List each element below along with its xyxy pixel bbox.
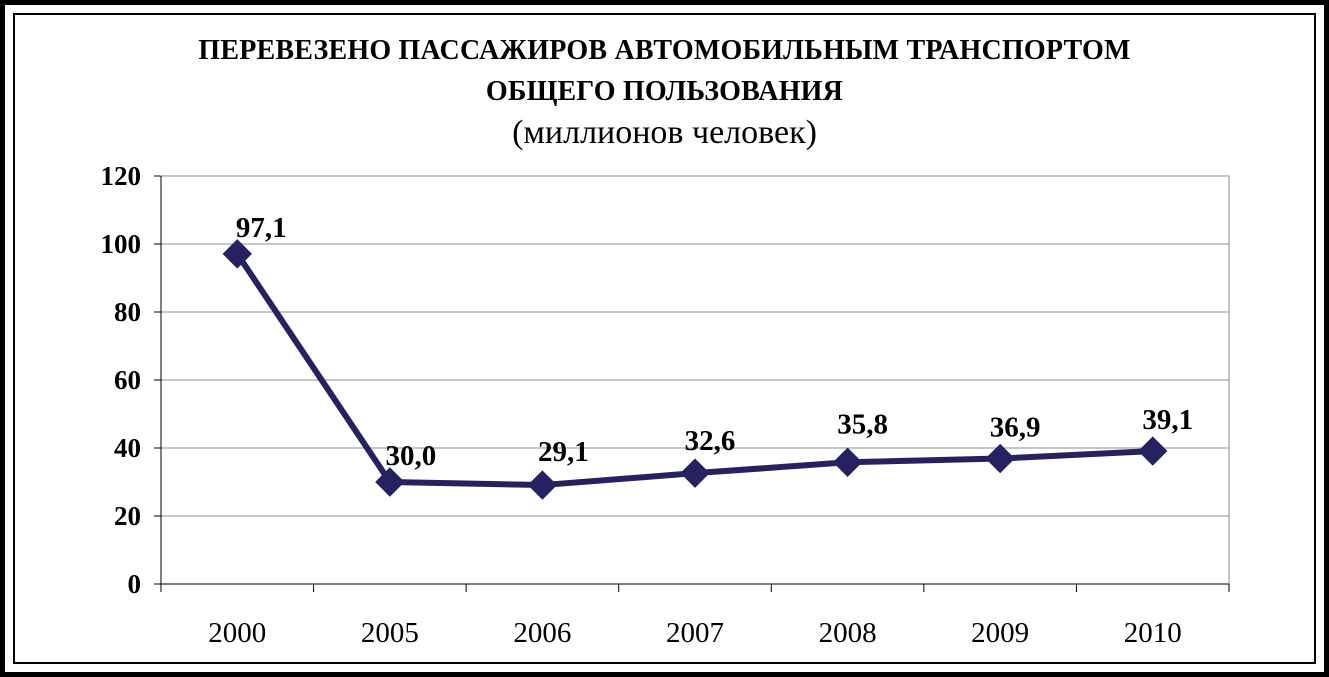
y-tick-label: 0 — [128, 569, 142, 599]
data-point-marker — [527, 470, 558, 500]
data-point-marker — [375, 467, 405, 497]
x-tick-label: 2009 — [971, 617, 1029, 649]
y-tick-label: 100 — [101, 229, 142, 259]
chart-subtitle: (миллионов человек) — [512, 114, 817, 151]
y-tick-label: 60 — [114, 365, 141, 395]
y-tick-label: 20 — [114, 501, 141, 531]
x-tick-label: 2010 — [1124, 617, 1182, 649]
data-point-marker — [832, 447, 863, 477]
data-point-marker — [985, 443, 1015, 474]
x-tick-label: 2005 — [361, 617, 419, 649]
data-point-marker — [1138, 436, 1168, 466]
chart-title-line-1: ПЕРЕВЕЗЕНО ПАССАЖИРОВ АВТОМОБИЛЬНЫМ ТРАН… — [198, 35, 1131, 66]
data-label: 29,1 — [538, 436, 589, 468]
y-tick-label: 120 — [101, 161, 142, 191]
x-tick-label: 2008 — [819, 617, 877, 649]
data-label: 32,6 — [685, 425, 736, 457]
x-tick-label: 2007 — [666, 617, 724, 649]
data-label: 36,9 — [990, 412, 1041, 444]
data-label: 35,8 — [837, 408, 888, 440]
data-label: 97,1 — [236, 212, 287, 244]
chart-frame-inner-border — [13, 13, 1316, 664]
x-tick-label: 2006 — [513, 617, 571, 649]
data-label: 30,0 — [385, 440, 436, 472]
chart-title-block: ПЕРЕВЕЗЕНО ПАССАЖИРОВ АВТОМОБИЛЬНЫМ ТРАН… — [0, 30, 1329, 154]
chart-title-line-2: ОБЩЕГО ПОЛЬЗОВАНИЯ — [485, 76, 844, 107]
data-point-marker — [222, 239, 252, 269]
data-point-marker — [680, 458, 710, 488]
data-label: 39,1 — [1142, 404, 1193, 436]
x-tick-label: 2000 — [208, 617, 266, 649]
y-tick-label: 80 — [114, 297, 141, 327]
y-tick-label: 40 — [114, 433, 141, 463]
